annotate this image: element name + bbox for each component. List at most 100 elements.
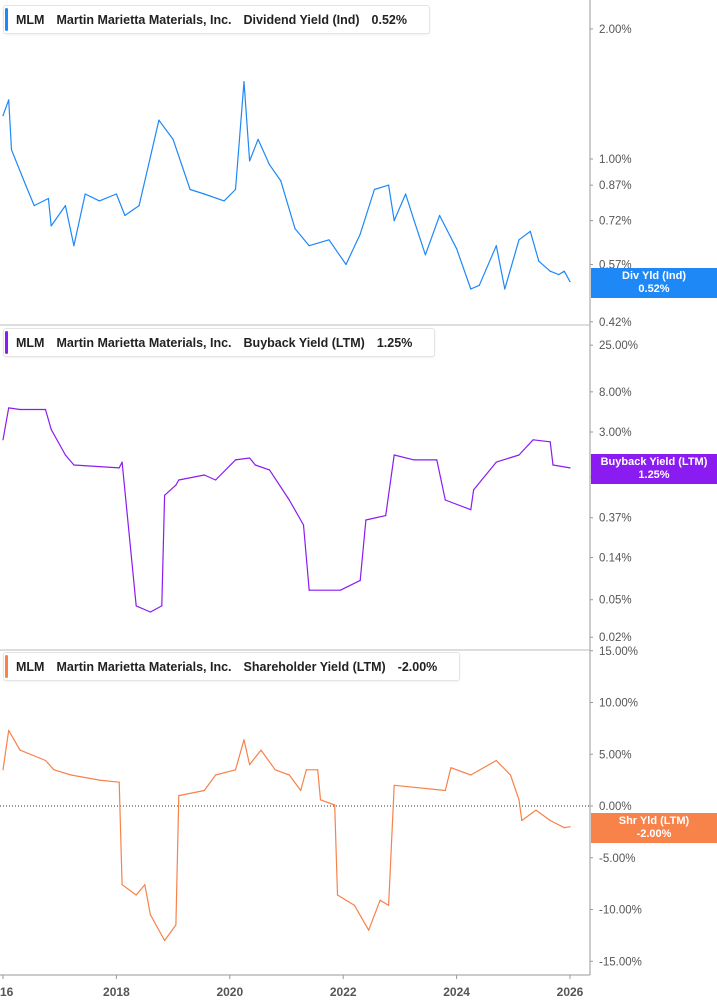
series-line [2, 729, 571, 942]
data-point [456, 248, 458, 250]
data-point [161, 605, 163, 607]
y-tick-label: 0.87% [599, 180, 632, 192]
data-point [2, 769, 4, 771]
data-point [495, 245, 497, 247]
data-point [365, 519, 367, 521]
data-point [178, 479, 180, 481]
data-point [249, 764, 251, 766]
x-tick-label: 2026 [557, 985, 584, 999]
data-point [215, 479, 217, 481]
data-point [518, 239, 520, 241]
x-tick-label: 16 [0, 985, 14, 999]
data-point [243, 81, 245, 83]
data-point [10, 149, 13, 151]
data-point [387, 904, 390, 906]
data-point [50, 428, 52, 430]
data-point [300, 789, 302, 792]
data-point [509, 774, 512, 776]
data-point [280, 180, 282, 182]
data-point [368, 929, 370, 931]
data-point [98, 200, 100, 202]
legend-value: 0.52% [371, 12, 407, 27]
data-point [359, 233, 361, 235]
y-tick-label: 0.14% [599, 553, 632, 565]
legend-value: 1.25% [376, 335, 413, 350]
data-point [260, 749, 262, 751]
y-tick-label: 3.00% [599, 427, 632, 439]
data-point [569, 467, 571, 469]
y-tick-label: 15.00% [599, 646, 638, 658]
data-point [175, 484, 177, 486]
data-point [359, 579, 361, 582]
series-line [2, 407, 571, 613]
data-point [274, 769, 276, 771]
legend-value: -2.00% [397, 659, 438, 674]
data-point [521, 819, 523, 822]
legend-metric: Dividend Yield (Ind) [243, 12, 360, 27]
data-point [319, 799, 322, 801]
data-point [178, 795, 180, 797]
tag-value: 1.25% [638, 469, 670, 481]
data-point [438, 214, 441, 217]
legend-metric: Buyback Yield (LTM) [243, 335, 365, 350]
data-point [234, 188, 237, 191]
data-point [549, 270, 551, 272]
tag-label: Shr Yld (LTM) [618, 815, 690, 827]
data-point [2, 115, 4, 117]
data-point [288, 774, 290, 776]
last-value-tag-dividend: Div Yld (Ind) 0.52% [591, 268, 717, 298]
data-point [535, 809, 537, 811]
data-point [345, 263, 347, 266]
data-point [257, 138, 259, 141]
data-point [163, 939, 166, 942]
legend-color-bar [5, 655, 8, 678]
data-point [436, 459, 438, 461]
x-tick-label: 2020 [216, 985, 243, 999]
y-tick-label: -10.00% [599, 905, 642, 917]
y-tick-label: 0.72% [599, 216, 632, 228]
data-point [234, 769, 237, 771]
data-point [538, 260, 540, 262]
tag-value: -2.00% [636, 828, 672, 840]
data-point [478, 284, 480, 286]
data-point [495, 461, 497, 463]
data-point [529, 230, 531, 232]
series-line [2, 81, 571, 290]
data-point [98, 779, 100, 781]
data-point [234, 459, 237, 461]
legend-ticker: MLM [16, 335, 45, 350]
data-point [203, 474, 205, 476]
data-point [393, 220, 395, 222]
data-point [317, 769, 319, 771]
data-point [124, 214, 126, 217]
data-point [470, 288, 472, 290]
data-point [47, 197, 49, 200]
data-point [328, 239, 330, 241]
y-tick-label: -15.00% [599, 956, 642, 968]
data-point [8, 99, 10, 101]
legend-buyback: MLM Martin Marietta Materials, Inc. Buyb… [3, 328, 436, 357]
data-point [118, 467, 120, 469]
data-point [308, 589, 310, 591]
data-point [8, 407, 10, 409]
data-point [121, 884, 123, 886]
data-point [518, 454, 520, 456]
data-point [70, 774, 72, 776]
data-point [138, 205, 140, 207]
data-point [393, 454, 395, 456]
data-point [149, 611, 152, 613]
y-tick-label: 5.00% [599, 749, 632, 761]
data-point [2, 439, 4, 441]
data-point [8, 729, 10, 732]
data-point [121, 461, 123, 463]
data-point [339, 589, 341, 591]
data-point [532, 439, 534, 441]
data-point [115, 193, 117, 195]
data-point [19, 749, 21, 751]
x-tick-label: 2024 [443, 985, 470, 999]
y-tick-label: 0.00% [599, 801, 632, 813]
data-point [470, 509, 472, 511]
tag-label: Div Yld (Ind) [622, 270, 686, 282]
y-tick-label: 0.02% [599, 632, 632, 644]
data-point [118, 781, 120, 783]
